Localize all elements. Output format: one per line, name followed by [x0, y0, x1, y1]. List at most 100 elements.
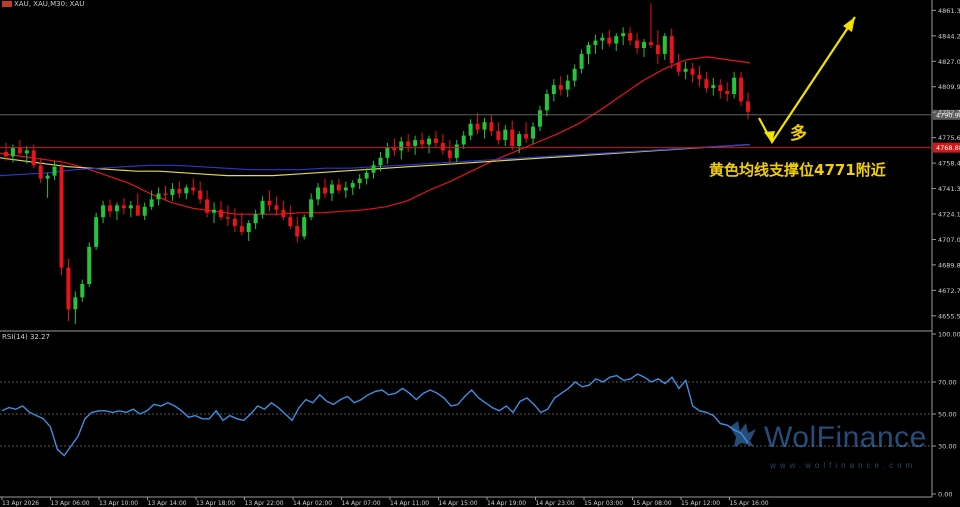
x-tick-label: 14 Apr 11:00 [390, 500, 429, 507]
candle-body [32, 150, 36, 165]
candle-body [725, 91, 729, 94]
candle-body [198, 190, 202, 199]
x-tick-label: 13 Apr 06:00 [51, 500, 90, 507]
candle-body [476, 124, 480, 130]
candle-body [580, 54, 584, 69]
candle-body [489, 122, 493, 131]
candle-body [649, 42, 653, 45]
candle-body [517, 134, 521, 146]
candle-body [129, 205, 133, 208]
candle-body [59, 167, 63, 268]
x-tick-label: 14 Apr 15:00 [439, 500, 478, 507]
y-tick-label: 4861.35 [938, 7, 960, 15]
candle-body [358, 179, 362, 183]
flag-icon [2, 1, 12, 7]
candle-body [448, 150, 452, 157]
watermark-url: www.wolfinance.com [770, 461, 916, 470]
candle-body [323, 188, 327, 194]
candle-body [219, 210, 223, 217]
candle-body [503, 130, 507, 140]
candle-body [150, 199, 154, 206]
candle-body [621, 33, 625, 36]
symbol-title: XAU, XAU,M30: XAU [2, 0, 84, 8]
candle-body [233, 219, 237, 226]
candle-body [157, 193, 161, 199]
support-annotation: 黄色均线支撑位4771附近 [709, 159, 886, 180]
support-level-label: 4768.88 [936, 144, 960, 152]
candle-body [469, 124, 473, 136]
candle-body [587, 45, 591, 54]
candle-body [413, 140, 417, 146]
candle-body [496, 131, 500, 140]
candle-body [545, 94, 549, 110]
candle-body [274, 205, 278, 209]
candle-body [351, 183, 355, 187]
candle-body [330, 185, 334, 194]
candle-body [406, 142, 410, 146]
candle-body [746, 101, 750, 111]
candle-body [122, 205, 126, 208]
candle-body [732, 78, 736, 94]
x-tick-label: 14 Apr 19:00 [487, 500, 526, 507]
candle-body [552, 85, 556, 94]
candle-body [573, 69, 577, 81]
candle-body [316, 188, 320, 200]
y-tick-label: 4775.60 [938, 134, 960, 142]
candle-body [80, 284, 84, 297]
candle-body [87, 247, 91, 284]
candle-body [344, 188, 348, 191]
y-tick-label: 4827.05 [938, 58, 960, 66]
candle-body [677, 63, 681, 72]
y-tick-label: 4672.70 [938, 287, 960, 295]
candle-body [538, 110, 542, 126]
x-tick-label: 13 Apr 22:00 [245, 500, 284, 507]
candle-body [420, 140, 424, 144]
rsi-title: RSI(14) 32.27 [2, 333, 50, 341]
candle-body [254, 214, 258, 223]
y-tick-label: 4792.75 [938, 109, 960, 117]
candle-body [205, 199, 209, 212]
rsi-y-tick-label: 0.00 [938, 491, 952, 499]
x-tick-label: 13 Apr 14:00 [148, 500, 187, 507]
candle-body [39, 165, 43, 178]
x-tick-label: 13 Apr 10:00 [99, 500, 138, 507]
x-tick-label: 15 Apr 12:00 [681, 500, 720, 507]
candle-body [18, 147, 22, 153]
candle-body [670, 36, 674, 63]
candle-body [559, 85, 563, 89]
candle-body [614, 36, 618, 43]
y-tick-label: 4809.90 [938, 83, 960, 91]
candle-body [607, 38, 611, 44]
candle-body [11, 147, 15, 156]
rsi-y-tick-label: 70.00 [938, 379, 957, 387]
long-annotation: 多 [790, 119, 807, 144]
candle-body [691, 69, 695, 75]
candle-body [365, 173, 369, 179]
candle-body [136, 205, 140, 215]
watermark: WolFinance www.wolfinance.com [722, 415, 947, 483]
x-tick-label: 15 Apr 03:00 [584, 500, 623, 507]
candle-body [143, 207, 147, 216]
y-tick-label: 4655.55 [938, 312, 960, 320]
candle-body [101, 205, 105, 217]
x-tick-label: 15 Apr 16:00 [730, 500, 769, 507]
candle-body [240, 226, 244, 232]
x-tick-label: 13 Apr 18:00 [196, 500, 235, 507]
candle-body [170, 189, 174, 195]
candle-body [226, 217, 230, 218]
watermark-brand: WolFinance [764, 421, 927, 455]
candle-body [4, 152, 8, 156]
candle-body [434, 139, 438, 143]
candle-body [184, 188, 188, 194]
candle-body [642, 42, 646, 48]
y-tick-label: 4689.85 [938, 261, 960, 269]
candle-body [108, 205, 112, 211]
x-tick-label: 14 Apr 23:00 [536, 500, 575, 507]
candle-body [191, 188, 195, 191]
candle-body [261, 201, 265, 214]
candle-body [115, 205, 119, 211]
candle-body [66, 268, 70, 310]
candle-body [441, 143, 445, 150]
y-tick-label: 4724.15 [938, 211, 960, 219]
y-tick-label: 4707.00 [938, 236, 960, 244]
